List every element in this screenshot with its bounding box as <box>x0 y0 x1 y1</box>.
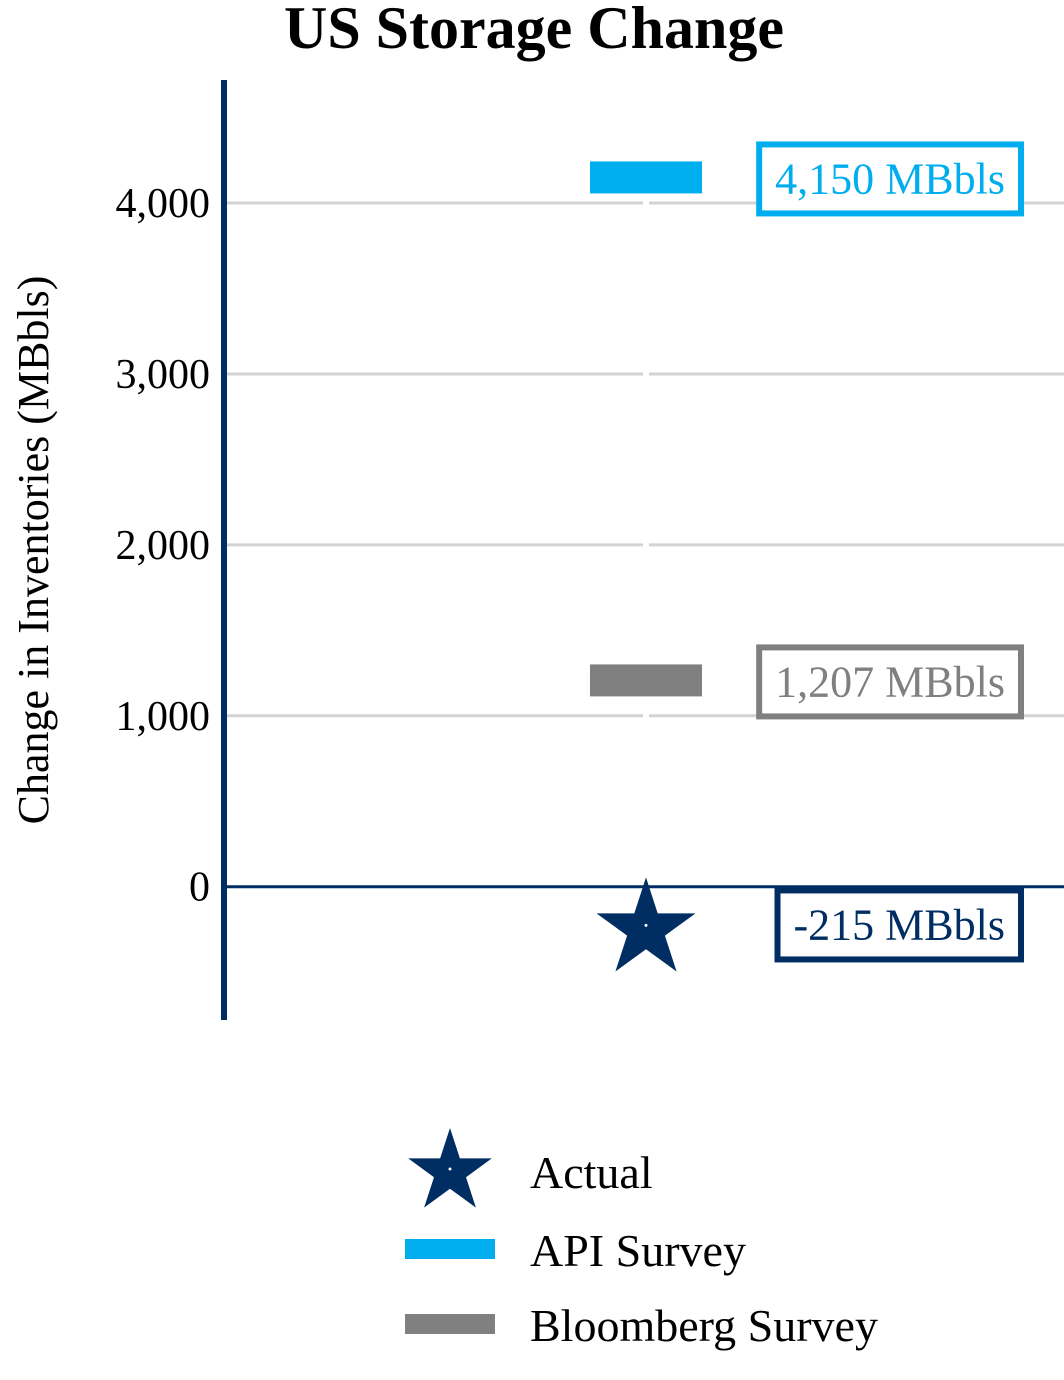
legend-star-dot <box>448 1167 452 1171</box>
legend: Actual API Survey Bloomberg Survey <box>405 1128 878 1351</box>
y-axis-label: Change in Inventories (MBbls) <box>9 276 58 825</box>
actual-annotation-box <box>774 887 1024 963</box>
actual-annotation: -215 MBbls <box>774 887 1024 963</box>
grid-gap <box>643 711 649 720</box>
bloomberg-survey-annotation: 1,207 MBbls <box>756 644 1024 720</box>
api-survey-bar-marker <box>590 161 702 194</box>
legend-api-survey-label: API Survey <box>530 1225 746 1276</box>
grid-gap <box>643 199 649 208</box>
grid-gap <box>643 369 649 378</box>
legend-actual-label: Actual <box>530 1147 653 1198</box>
star-center-dot <box>644 923 648 927</box>
y-tick-label: 1,000 <box>116 694 211 740</box>
bloomberg-survey-annotation-box <box>756 644 1024 720</box>
bloomberg-survey-bar-marker <box>590 664 702 697</box>
chart-title: US Storage Change <box>284 0 784 61</box>
api-survey-annotation: 4,150 MBbls <box>756 141 1024 217</box>
y-tick-label: 4,000 <box>116 181 211 227</box>
api-survey-annotation-box <box>756 141 1024 217</box>
y-tick-label: 0 <box>189 865 210 911</box>
legend-bloomberg-survey-label: Bloomberg Survey <box>530 1300 878 1351</box>
bloomberg-survey-annotation-text: 1,207 MBbls <box>775 657 1005 706</box>
api-survey-annotation-text: 4,150 MBbls <box>775 154 1005 203</box>
legend-bloomberg-survey-swatch <box>405 1314 495 1334</box>
data-marks: -215 MBbls 4,150 MBbls 1,207 MBbls <box>590 141 1024 972</box>
y-tick-label: 2,000 <box>116 523 211 569</box>
y-tick-labels: 0 1,000 2,000 3,000 4,000 <box>116 181 211 911</box>
actual-annotation-text: -215 MBbls <box>794 900 1005 949</box>
grid-gap <box>643 540 649 549</box>
legend-api-survey-swatch <box>405 1239 495 1259</box>
y-tick-label: 3,000 <box>116 352 211 398</box>
grid-lines <box>226 199 1064 720</box>
